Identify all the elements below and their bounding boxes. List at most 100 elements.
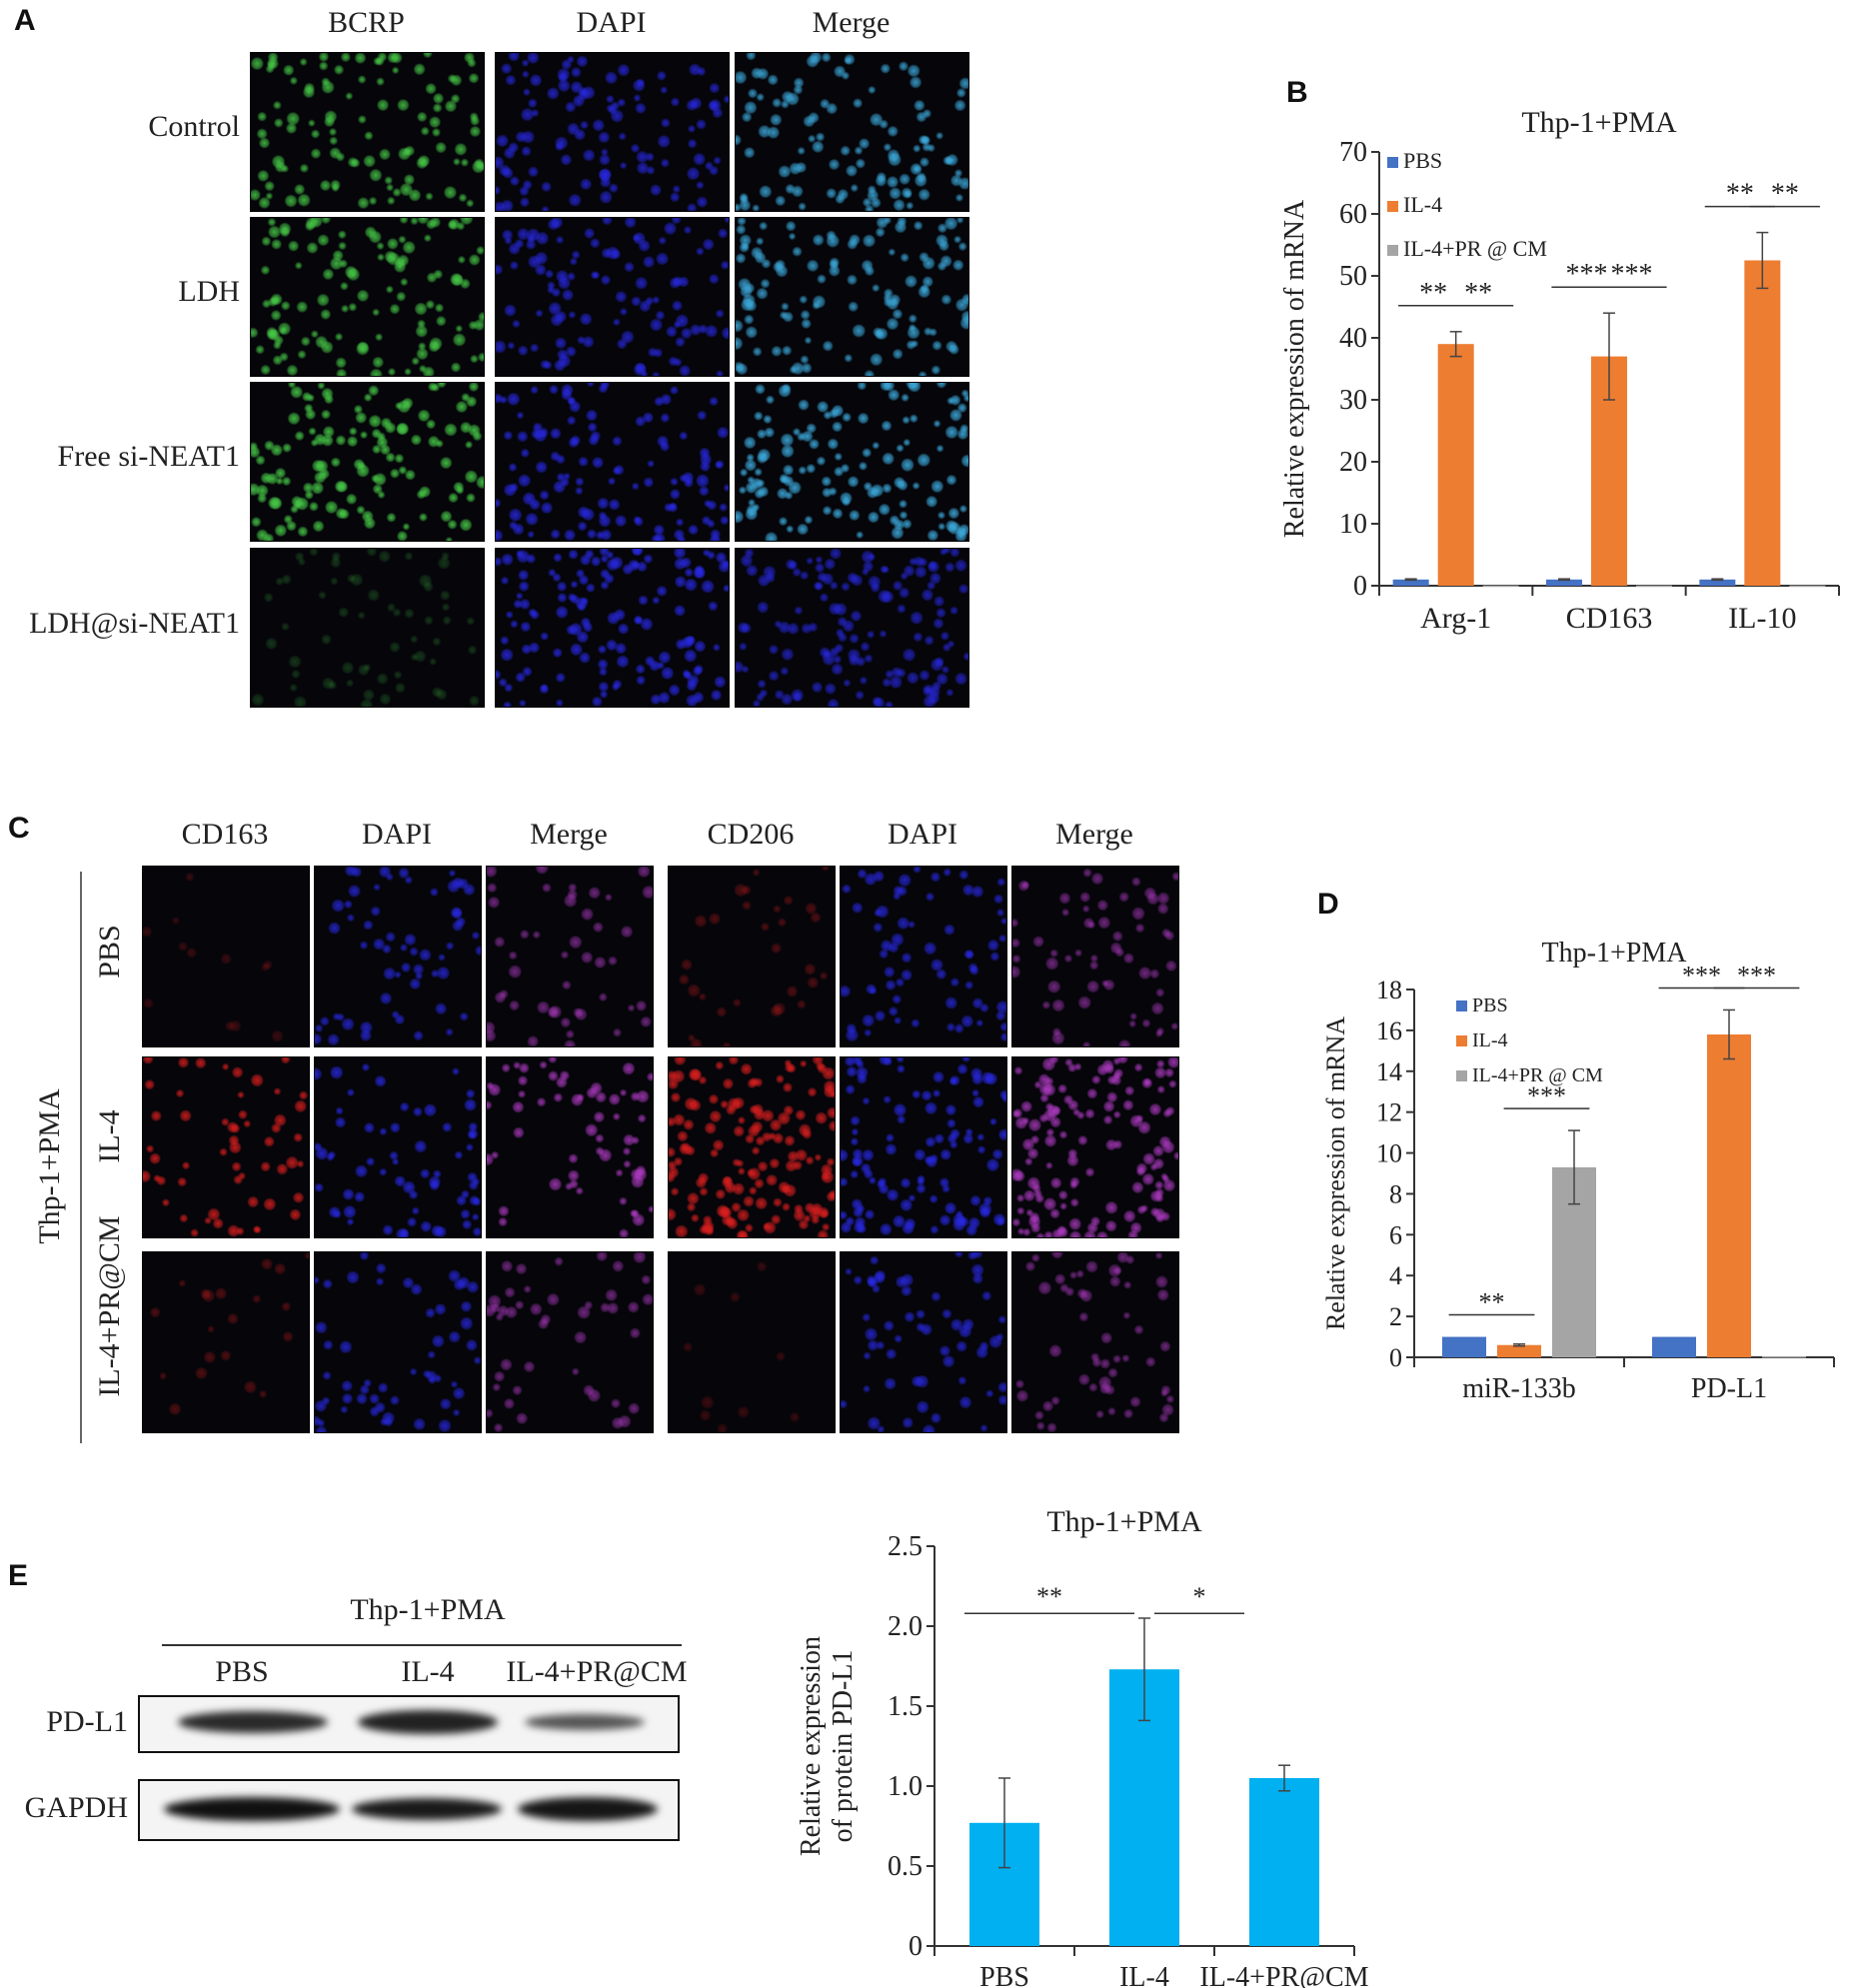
bar (1636, 585, 1672, 588)
gapdh-band-il4-pr-cm (518, 1797, 658, 1821)
panel-c-group-bracket (80, 872, 82, 1443)
x-tick-label: PBS (979, 1962, 1029, 1988)
panel-a-col-bcrp: BCRP (328, 6, 405, 39)
x-tick-label: Arg-1 (1420, 602, 1491, 635)
micrograph-c-il4-dapi-left (314, 1056, 482, 1238)
panel-c-row-il4-pr-cm: IL-4+PR@CM (93, 1215, 126, 1397)
legend-entry: IL-4+PR @ CM (1403, 236, 1547, 261)
significance-label: ** (1464, 278, 1492, 309)
chart-title: Thp-1+PMA (1046, 1505, 1202, 1538)
significance-label: ** (1419, 278, 1447, 309)
legend-entry: PBS (1472, 994, 1508, 1016)
y-tick-label: 1.0 (888, 1771, 923, 1802)
panel-c-col-cd206: CD206 (707, 818, 795, 851)
bar (1392, 579, 1429, 586)
panel-e-chart: Thp-1+PMA Relative expressionof protein P… (796, 1505, 1369, 1988)
y-axis-label: Relative expression of mRNA (1279, 199, 1310, 538)
micrograph-c-pbs-cd163 (142, 866, 310, 1047)
micrograph-c-pbs-cd206 (668, 866, 836, 1047)
y-tick-label: 10 (1339, 509, 1367, 540)
micrograph-a-ldh-si-neat1-dapi (495, 548, 730, 708)
panel-b-chart: Thp-1+PMA Relative expression of mRNA 0 10 2… (1279, 106, 1840, 635)
micrograph-c-il4-pr-cm-merge-right (1011, 1251, 1179, 1433)
panel-c-row-pbs: PBS (93, 925, 126, 979)
micrograph-a-free-si-neat1-dapi (495, 382, 730, 542)
micrograph-a-ldh-dapi (495, 217, 730, 377)
bar (1497, 1344, 1541, 1357)
legend-swatch (1456, 1070, 1467, 1081)
micrograph-c-pbs-merge-right (1011, 866, 1179, 1047)
panel-c-col-dapi-right: DAPI (887, 818, 957, 851)
y-axis-label-line: Relative expression (796, 1636, 827, 1856)
panel-e-blot-row-gapdh: GAPDH (24, 1791, 128, 1824)
panel-e-blot-col-il4: IL-4 (401, 1655, 455, 1688)
micrograph-a-control-bcrp (250, 52, 485, 212)
significance-label: ** (1036, 1582, 1062, 1611)
micrograph-a-ldh-merge (735, 217, 969, 377)
y-axis-label-line: of protein PD-L1 (828, 1650, 859, 1843)
legend-swatch (1387, 157, 1398, 168)
legend-entry: IL-4+PR @ CM (1472, 1064, 1603, 1086)
y-tick-label: 8 (1389, 1179, 1402, 1208)
panel-c-col-cd163: CD163 (181, 818, 269, 851)
bar (1482, 585, 1519, 588)
y-tick-label: 0 (1353, 571, 1367, 602)
significance-label: *** (1682, 961, 1721, 990)
micrograph-c-il4-pr-cm-merge-left (486, 1251, 654, 1433)
panel-c-group-label: Thp-1+PMA (33, 1088, 66, 1244)
panel-e-blot-col-il4-pr-cm: IL-4+PR@CM (506, 1655, 688, 1688)
chart-title: Thp-1+PMA (1521, 106, 1677, 139)
panel-a-label: A (14, 4, 36, 37)
y-tick-label: 50 (1339, 261, 1367, 292)
pdl1-band-il4-pr-cm (525, 1714, 645, 1730)
pdl1-band-pbs (178, 1711, 328, 1733)
micrograph-c-il4-pr-cm-dapi-right (840, 1251, 1007, 1433)
significance-label: ** (1479, 1288, 1505, 1317)
micrograph-c-il4-pr-cm-cd206 (668, 1251, 836, 1433)
panel-a-row-control: Control (148, 110, 240, 143)
micrograph-a-ldh-si-neat1-bcrp (250, 548, 485, 708)
panel-d-label: D (1317, 888, 1339, 921)
significance-label: *** (1527, 1081, 1566, 1110)
micrograph-c-il4-merge-left (486, 1056, 654, 1238)
y-tick-label: 2.5 (888, 1531, 923, 1562)
y-tick-label: 0.5 (888, 1851, 923, 1882)
micrograph-c-il4-dapi-right (840, 1056, 1007, 1238)
significance-label: ** (1726, 179, 1754, 210)
y-axis-label: Relative expression of mRNA (1321, 1016, 1350, 1330)
panel-e-blot-title: Thp-1+PMA (350, 1593, 506, 1626)
significance-label: *** (1737, 961, 1776, 990)
panel-e-blot-col-pbs: PBS (215, 1655, 269, 1688)
micrograph-a-control-merge (735, 52, 969, 212)
micrograph-a-ldh-bcrp (250, 217, 485, 377)
y-tick-label: 16 (1376, 1016, 1402, 1045)
panel-c-col-merge-left: Merge (530, 818, 608, 851)
panel-c-col-merge-right: Merge (1055, 818, 1133, 851)
micrograph-c-il4-merge-right (1011, 1056, 1179, 1238)
gapdh-band-il4 (352, 1798, 502, 1820)
y-tick-label: 12 (1376, 1098, 1402, 1127)
significance-label: ** (1771, 179, 1799, 210)
y-tick-label: 6 (1389, 1220, 1402, 1249)
y-tick-label: 2.0 (888, 1611, 923, 1642)
legend-swatch (1456, 1035, 1467, 1046)
micrograph-a-free-si-neat1-merge (735, 382, 969, 542)
bar (1437, 344, 1474, 586)
micrograph-c-il4-cd206 (668, 1056, 836, 1238)
legend-swatch (1387, 245, 1398, 256)
y-tick-label: 60 (1339, 199, 1367, 230)
x-tick-label: miR-133b (1462, 1373, 1576, 1404)
y-tick-label: 18 (1376, 976, 1402, 1004)
panel-e-label: E (8, 1559, 29, 1592)
bar (1762, 1355, 1806, 1358)
legend-entry: PBS (1403, 148, 1442, 173)
y-tick-label: 1.5 (888, 1691, 923, 1722)
micrograph-c-il4-cd163 (142, 1056, 310, 1238)
y-tick-label: 14 (1376, 1057, 1402, 1086)
x-tick-label: IL-10 (1728, 602, 1796, 635)
legend-entry: IL-4 (1472, 1029, 1508, 1051)
y-tick-label: 70 (1339, 137, 1367, 168)
panel-e-blot-pdl1 (138, 1695, 680, 1753)
y-tick-label: 2 (1389, 1302, 1402, 1331)
y-tick-label: 4 (1389, 1261, 1402, 1290)
